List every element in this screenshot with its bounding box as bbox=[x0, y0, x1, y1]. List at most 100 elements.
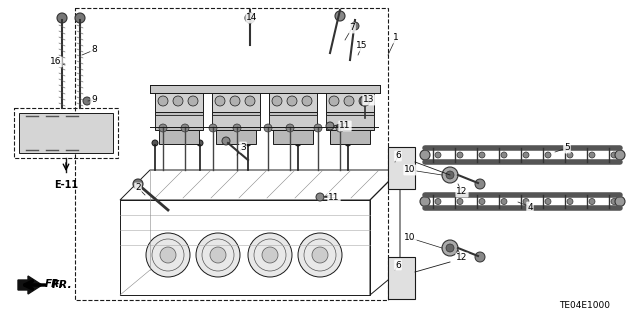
Circle shape bbox=[188, 96, 198, 106]
Circle shape bbox=[312, 247, 328, 263]
Text: 13: 13 bbox=[364, 95, 375, 105]
Circle shape bbox=[523, 152, 529, 158]
Bar bbox=[155, 90, 203, 112]
Bar bbox=[326, 112, 374, 130]
Bar bbox=[330, 130, 370, 144]
Circle shape bbox=[611, 152, 617, 158]
Polygon shape bbox=[18, 276, 42, 294]
Circle shape bbox=[295, 140, 301, 146]
Circle shape bbox=[286, 124, 294, 132]
Circle shape bbox=[245, 96, 255, 106]
Text: 6: 6 bbox=[395, 152, 401, 160]
Circle shape bbox=[248, 233, 292, 277]
Circle shape bbox=[615, 150, 625, 160]
Bar bbox=[150, 85, 380, 93]
Circle shape bbox=[523, 198, 529, 204]
Circle shape bbox=[442, 167, 458, 183]
Bar bbox=[14, 108, 118, 158]
Circle shape bbox=[272, 96, 282, 106]
Circle shape bbox=[233, 124, 241, 132]
Circle shape bbox=[501, 198, 507, 204]
Bar bbox=[155, 115, 203, 127]
Bar bbox=[269, 90, 317, 112]
Circle shape bbox=[345, 140, 351, 146]
Text: 16: 16 bbox=[51, 57, 61, 66]
Bar bbox=[212, 90, 260, 112]
Bar bbox=[19, 113, 113, 153]
Text: 1: 1 bbox=[393, 33, 399, 42]
Circle shape bbox=[209, 124, 217, 132]
Circle shape bbox=[344, 96, 354, 106]
Bar bbox=[326, 90, 374, 112]
Circle shape bbox=[173, 96, 183, 106]
Bar bbox=[269, 115, 317, 127]
Circle shape bbox=[589, 152, 595, 158]
Text: 5: 5 bbox=[564, 144, 570, 152]
Circle shape bbox=[158, 96, 168, 106]
Circle shape bbox=[222, 137, 230, 145]
Circle shape bbox=[567, 198, 573, 204]
Text: TE04E1000: TE04E1000 bbox=[559, 301, 610, 310]
Circle shape bbox=[446, 244, 454, 252]
Text: 9: 9 bbox=[91, 95, 97, 105]
Bar bbox=[388, 147, 415, 189]
Circle shape bbox=[264, 124, 272, 132]
Bar bbox=[326, 115, 374, 127]
Bar bbox=[159, 130, 199, 144]
Circle shape bbox=[215, 96, 225, 106]
Circle shape bbox=[457, 198, 463, 204]
Circle shape bbox=[420, 150, 430, 160]
Bar bbox=[75, 8, 388, 300]
Text: 11: 11 bbox=[328, 192, 340, 202]
Circle shape bbox=[567, 152, 573, 158]
Circle shape bbox=[351, 22, 359, 30]
Text: 6: 6 bbox=[395, 261, 401, 270]
Circle shape bbox=[245, 140, 251, 146]
Circle shape bbox=[302, 96, 312, 106]
Circle shape bbox=[83, 97, 91, 105]
Circle shape bbox=[479, 198, 485, 204]
Circle shape bbox=[442, 240, 458, 256]
Circle shape bbox=[287, 96, 297, 106]
Text: 11: 11 bbox=[339, 122, 351, 130]
Circle shape bbox=[501, 152, 507, 158]
Circle shape bbox=[359, 96, 369, 106]
Circle shape bbox=[545, 152, 551, 158]
Circle shape bbox=[245, 13, 255, 23]
Circle shape bbox=[336, 124, 344, 132]
Circle shape bbox=[75, 13, 85, 23]
Text: 12: 12 bbox=[456, 254, 468, 263]
Circle shape bbox=[611, 198, 617, 204]
Circle shape bbox=[314, 124, 322, 132]
Circle shape bbox=[197, 140, 203, 146]
Circle shape bbox=[475, 179, 485, 189]
Text: 7: 7 bbox=[349, 24, 355, 33]
Circle shape bbox=[435, 152, 441, 158]
Text: 15: 15 bbox=[356, 41, 368, 50]
Text: 10: 10 bbox=[404, 166, 416, 174]
Circle shape bbox=[335, 11, 345, 21]
Text: 10: 10 bbox=[404, 234, 416, 242]
Circle shape bbox=[146, 233, 190, 277]
Bar bbox=[216, 130, 256, 144]
Circle shape bbox=[326, 122, 334, 130]
Circle shape bbox=[316, 193, 324, 201]
Circle shape bbox=[615, 197, 625, 206]
Circle shape bbox=[589, 198, 595, 204]
Circle shape bbox=[420, 197, 430, 206]
Circle shape bbox=[457, 152, 463, 158]
Circle shape bbox=[329, 96, 339, 106]
Text: FR.: FR. bbox=[52, 280, 73, 290]
Circle shape bbox=[230, 96, 240, 106]
Circle shape bbox=[159, 124, 167, 132]
Text: 8: 8 bbox=[91, 46, 97, 55]
Circle shape bbox=[133, 179, 143, 189]
Text: 4: 4 bbox=[527, 203, 533, 211]
Circle shape bbox=[196, 233, 240, 277]
Circle shape bbox=[545, 198, 551, 204]
Circle shape bbox=[475, 252, 485, 262]
Circle shape bbox=[479, 152, 485, 158]
Circle shape bbox=[181, 124, 189, 132]
Text: E-11: E-11 bbox=[54, 180, 78, 190]
Bar bbox=[212, 112, 260, 130]
